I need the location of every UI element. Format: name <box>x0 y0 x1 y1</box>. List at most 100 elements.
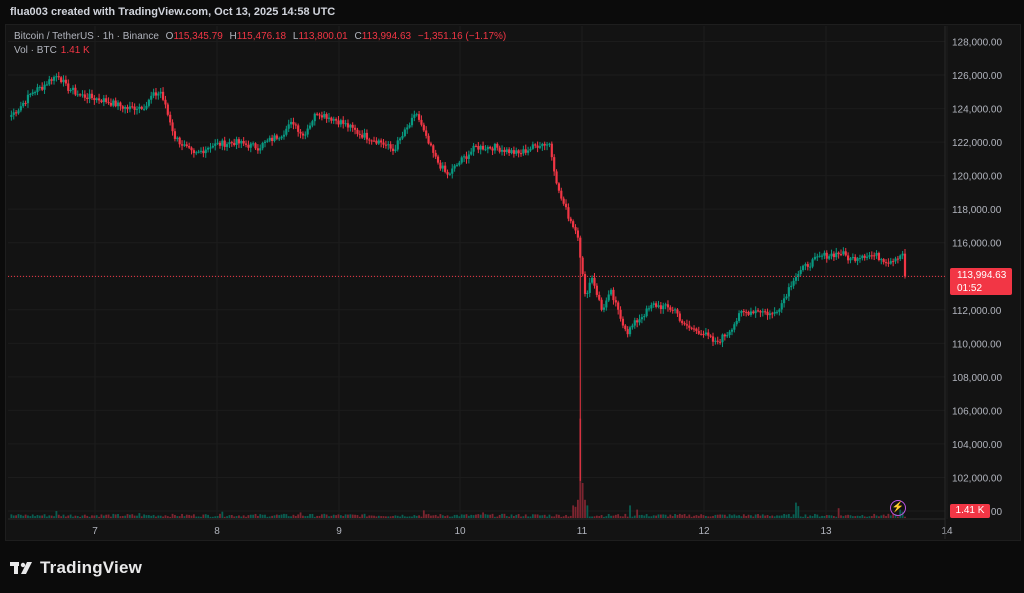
volume-bar <box>95 515 98 518</box>
volume-bar <box>766 514 769 518</box>
volume-bar <box>74 515 77 518</box>
candle-body <box>749 311 753 315</box>
high-label: H <box>229 31 237 42</box>
symbol-label[interactable]: Bitcoin / TetherUS · 1h · Binance <box>14 31 159 42</box>
volume-bar <box>759 515 762 518</box>
volume-bar <box>716 514 719 518</box>
candle-body <box>197 151 200 153</box>
candle-body <box>669 307 672 310</box>
volume-bar <box>368 515 371 518</box>
close-label: C <box>354 31 362 42</box>
volume-bar <box>309 514 311 518</box>
volume-bar <box>98 516 100 518</box>
candle-body <box>626 329 629 335</box>
candle-body <box>519 153 523 155</box>
lightning-icon[interactable]: ⚡ <box>890 500 906 516</box>
candle-body <box>553 157 556 172</box>
volume-bar <box>626 516 629 518</box>
candle-body <box>399 138 402 141</box>
volume-bar <box>674 514 676 518</box>
volume-bar <box>55 511 58 518</box>
candle-body <box>415 114 418 116</box>
volume-bar <box>607 513 610 518</box>
candle-body <box>538 146 542 148</box>
candle-body <box>887 262 890 264</box>
volume-bar <box>22 515 25 518</box>
volume-bar <box>316 515 319 518</box>
candle-body <box>363 132 366 138</box>
candle-body <box>256 148 259 151</box>
volume-bar <box>275 514 278 518</box>
volume-bar <box>266 516 269 518</box>
candle-body <box>133 106 136 110</box>
candle-body <box>107 102 110 104</box>
volume-bar <box>875 515 878 518</box>
volume-bar <box>870 516 873 518</box>
candle-body <box>766 311 769 316</box>
candle-body <box>711 336 715 342</box>
candle-body <box>562 198 565 204</box>
volume-bar <box>745 515 748 518</box>
chart-panel[interactable] <box>5 24 1021 541</box>
candle-body <box>742 310 745 312</box>
volume-bar <box>773 516 776 518</box>
volume-bar <box>904 516 906 518</box>
candle-body <box>780 303 783 310</box>
volume-bar <box>337 514 340 518</box>
candle-body <box>17 110 20 114</box>
volume-bar <box>832 516 835 518</box>
volume-bar <box>740 516 743 518</box>
volume-bar <box>612 515 615 518</box>
volume-bar <box>370 515 373 518</box>
candle-body <box>26 94 30 104</box>
volume-bar <box>318 515 321 518</box>
volume-bar <box>64 516 67 518</box>
footer-brand[interactable]: TradingView <box>10 557 142 579</box>
candle-body <box>178 137 181 145</box>
candle-body <box>643 316 646 318</box>
volume-bar <box>764 515 767 518</box>
volume-bar <box>252 514 255 518</box>
candle-body <box>294 124 297 126</box>
candle-body <box>116 102 120 107</box>
volume-bar <box>847 514 850 518</box>
volume-bar <box>380 516 383 518</box>
candle-body <box>884 262 888 264</box>
volume-bar <box>290 516 292 518</box>
candle-body <box>69 89 72 91</box>
volume-bar <box>550 516 553 518</box>
candle-body <box>436 156 440 163</box>
volume-bar <box>823 515 826 518</box>
candle-body <box>723 334 726 337</box>
candle-body <box>842 251 845 255</box>
volume-bar <box>57 514 60 518</box>
candle-body <box>176 137 179 139</box>
volume-bar <box>147 515 150 518</box>
volume-bar <box>650 516 653 518</box>
volume-bar <box>863 516 866 518</box>
candle-body <box>342 120 345 124</box>
volume-bar <box>247 515 250 518</box>
x-tick-label: 8 <box>214 526 220 537</box>
volume-bar <box>15 515 18 518</box>
candle-body <box>607 294 610 301</box>
candle-body <box>574 227 577 231</box>
volume-bar <box>520 516 522 518</box>
volume-bar <box>757 514 759 518</box>
volume-bar <box>787 514 790 518</box>
volume-bar <box>619 516 622 518</box>
volume-bar <box>453 514 456 518</box>
candle-body <box>593 277 596 286</box>
volume-bar <box>842 516 845 518</box>
volume-label[interactable]: Vol · BTC <box>14 45 57 56</box>
y-tick-label: 108,000.00 <box>952 373 1002 384</box>
volume-bar <box>479 514 482 518</box>
volume-bar <box>825 514 828 518</box>
candle-body <box>719 341 722 343</box>
volume-bar <box>126 514 129 518</box>
volume-bar <box>878 516 880 518</box>
candle-body <box>676 309 679 314</box>
candle-body <box>832 253 835 258</box>
volume-bar <box>451 516 454 518</box>
